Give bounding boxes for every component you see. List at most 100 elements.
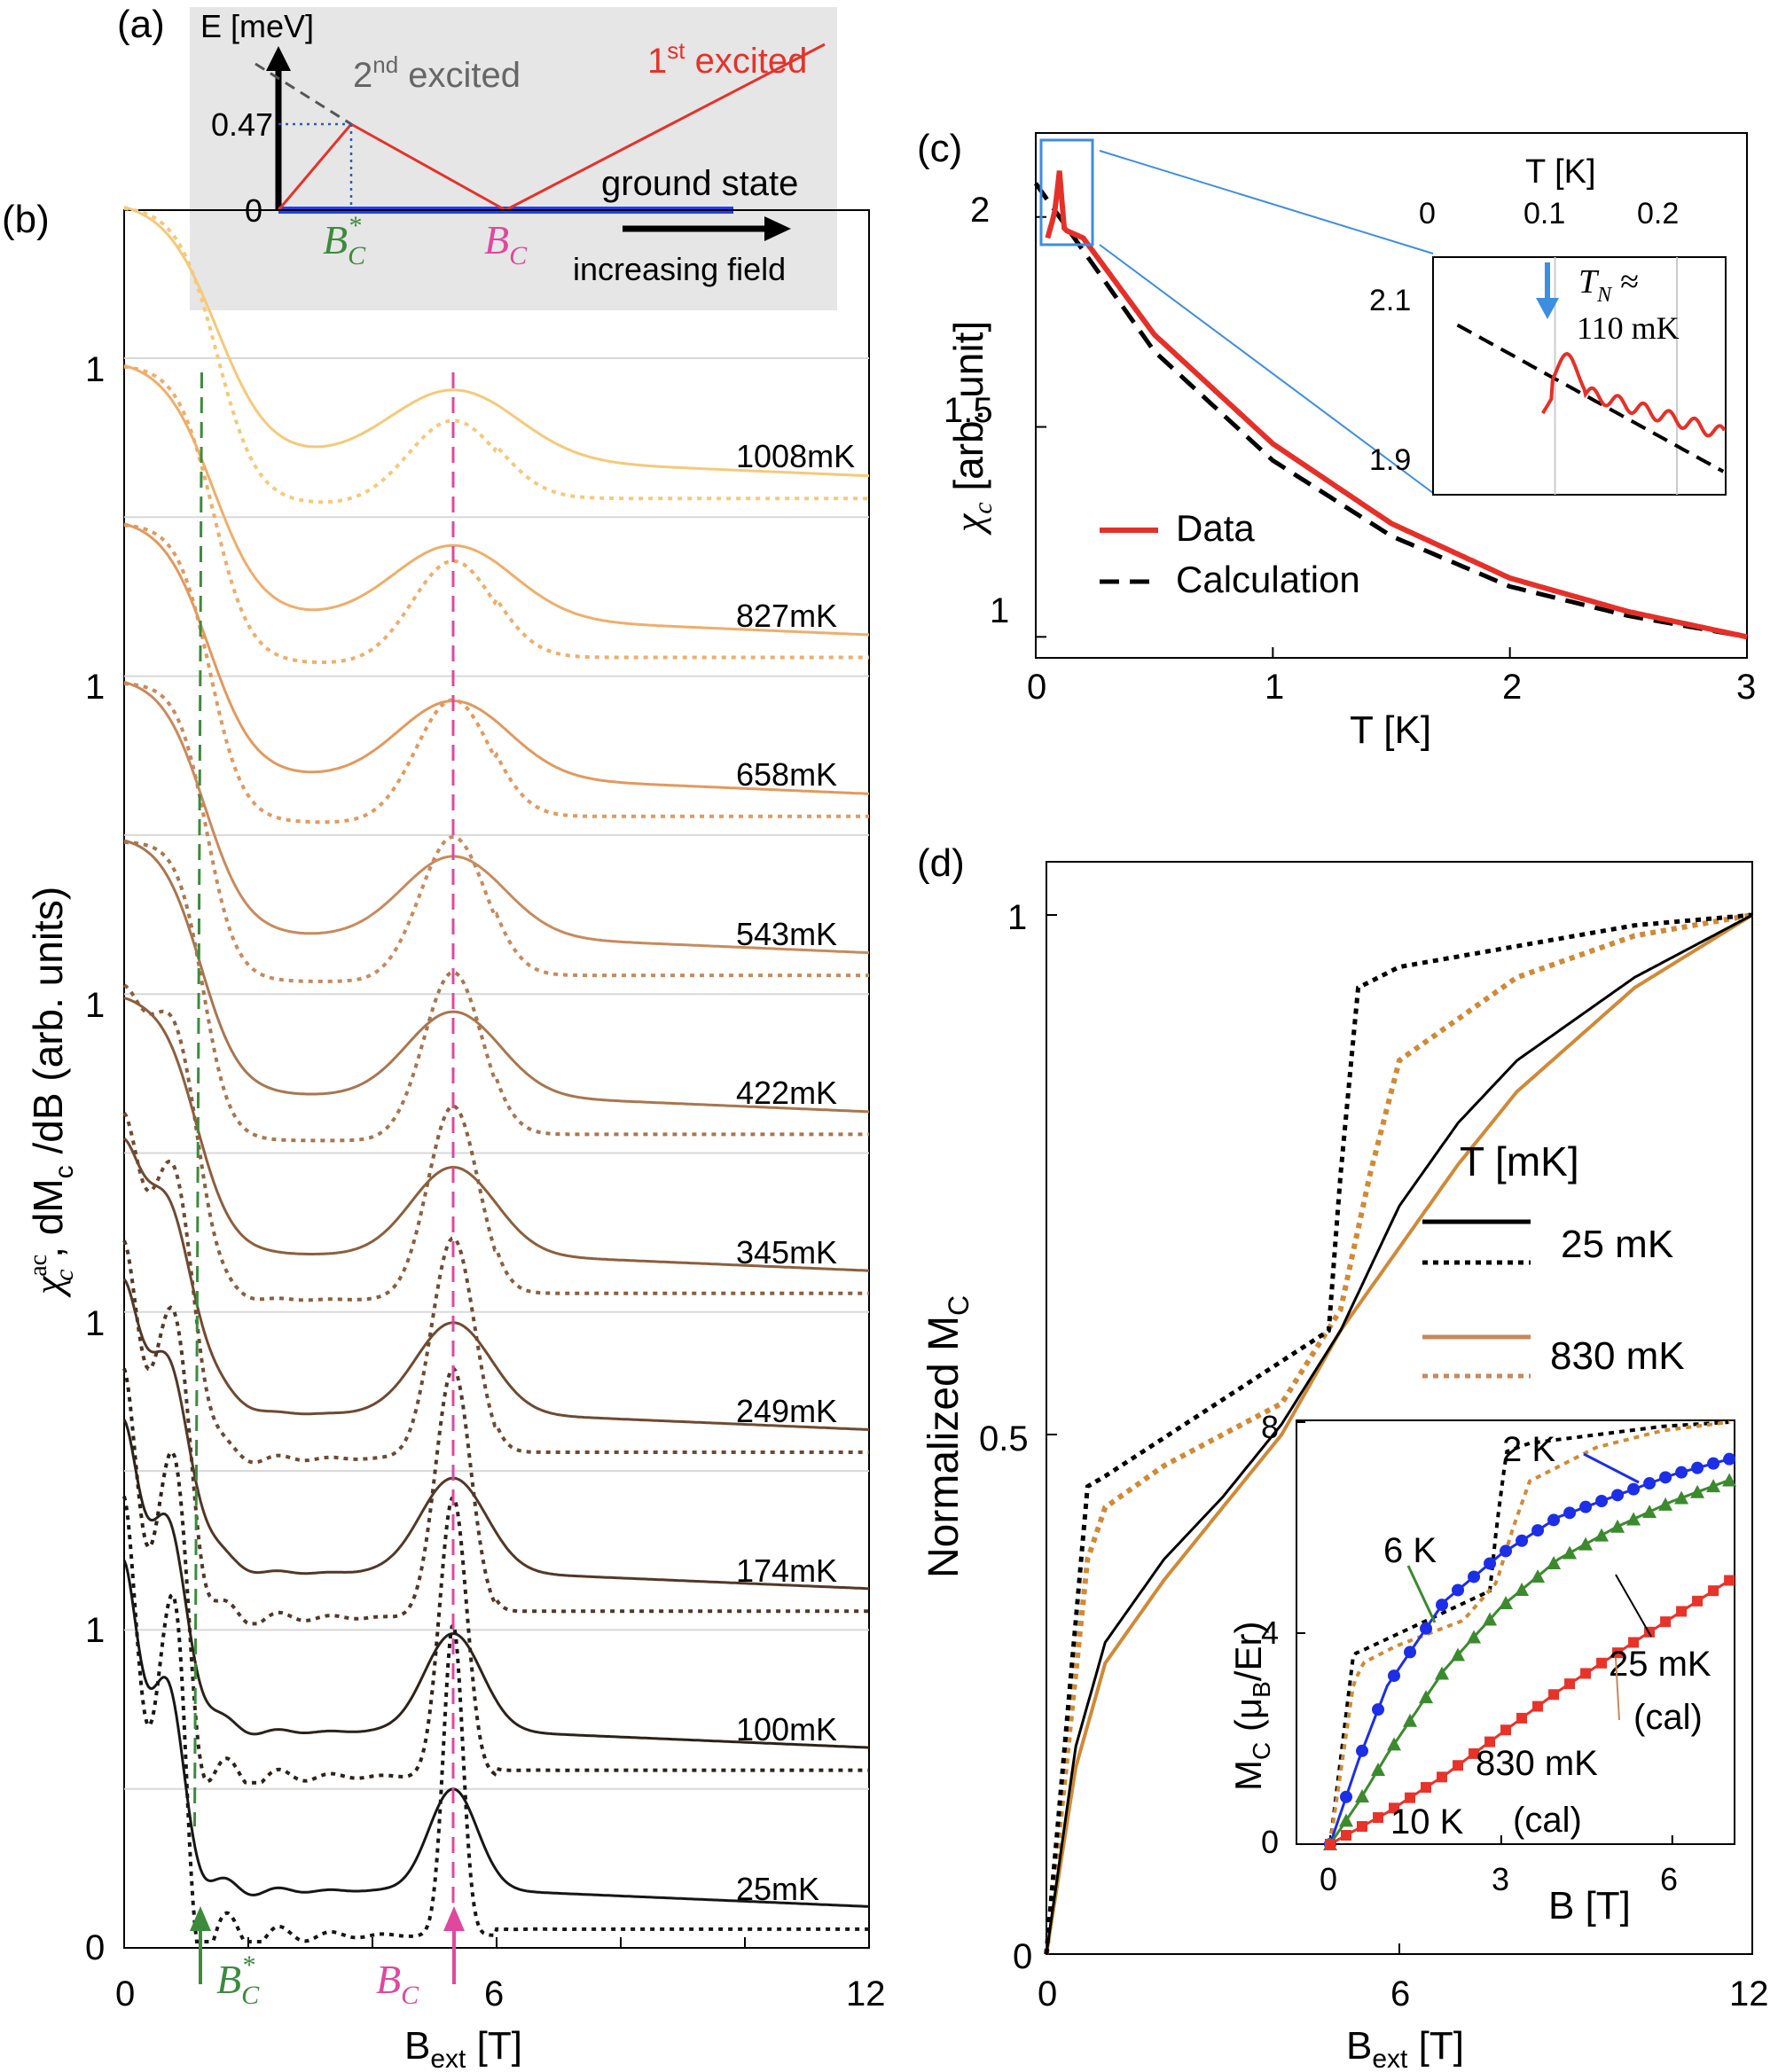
marker-2k [1579,1500,1593,1513]
inset-d-ytick: 0 [1261,1824,1279,1860]
calc-curve-dotted [122,1496,869,1943]
d-xtick: 6 [1390,1974,1410,2013]
inset-c-ytick: 1.9 [1369,443,1411,477]
panel-d-inset-frame [1296,1419,1735,1845]
panel-c-frame [1035,132,1748,659]
marker-6k [1499,1595,1514,1609]
label-25-pointer [1615,1574,1652,1638]
ground-state-label: ground state [601,164,798,203]
marker-2k [1723,1452,1736,1466]
marker-6k [1626,1512,1641,1526]
marker-10k [1564,1678,1576,1690]
calc-curve-dotted [123,840,869,1143]
temp-label: 100mK [736,1711,837,1748]
marker-10k [1692,1595,1704,1607]
marker-10k [1500,1724,1512,1736]
chi-ac-curve [123,206,870,478]
marker-6k [1610,1519,1625,1533]
marker-2k [1611,1489,1625,1502]
calc-curve-dotted [123,523,869,825]
marker-2k [1484,1557,1497,1570]
curve-830mk-solid [1045,913,1754,1955]
inset-c-xtick: 0.1 [1523,197,1565,231]
inset-c-xlabel: T [K] [1525,153,1596,191]
inset-markers [1323,1452,1737,1850]
temp-label: 249mK [736,1393,837,1429]
panel-a-label: (a) [117,3,165,46]
first-excited-line [277,43,826,212]
energy-047-label: 0.47 [211,106,273,143]
marker-2k [1563,1506,1577,1520]
marker-6k [1515,1582,1530,1596]
chi-ac-curve [122,1137,870,1431]
panel-c: (c) TN ≈ 110 mK 0 0.1 0.2 T [K] 2.1 1.9 … [917,127,1756,752]
c-ytick: 2 [970,191,990,230]
marker-2k [1356,1744,1369,1757]
inset-2k-label: 2 K [1502,1430,1555,1469]
marker-10k [1421,1781,1432,1793]
marker-2k [1404,1646,1417,1659]
legend-25-label: 25 mK [1561,1223,1673,1266]
bc-arrow-icon [443,1906,465,1931]
marker-2k [1436,1599,1449,1612]
temp-label: 174mK [736,1552,837,1589]
panel-c-tickmarks [1035,215,1748,658]
bc-star-label-b: BC* [216,1951,260,2010]
label-6k-pointer [1406,1565,1437,1623]
temp-label: 422mK [736,1075,837,1111]
marker-2k [1420,1622,1433,1635]
marker-6k [1706,1479,1721,1493]
panel-d-xlabel: Bext [T] [1346,2024,1464,2072]
bc-star-label-a: BC* [323,211,366,270]
panel-a: (a) E [meV] 0.47 0 2nd excited 1st excit… [117,3,837,310]
label-2k-pointer [1583,1452,1640,1484]
chi-ac-curve [123,839,870,1114]
legend-data-label: Data [1176,507,1255,549]
marker-2k [1643,1477,1657,1490]
zoom-box [1039,138,1094,246]
marker-6k [1371,1762,1386,1776]
c-ytick: 1.5 [944,391,993,430]
c-xtick: 3 [1736,668,1756,707]
marker-2k [1595,1495,1609,1508]
marker-6k [1578,1536,1594,1551]
bc-star-reference-line [193,371,203,1827]
marker-10k [1708,1585,1719,1597]
second-excited-line [255,62,352,126]
marker-10k [1724,1575,1735,1586]
marker-6k [1642,1505,1657,1519]
panel-b-temperature-labels: 1008mK 827mK 658mK 543mK 422mK 345mK 249… [736,438,855,1907]
inset-6k-label: 6 K [1383,1531,1437,1570]
inset-10k-label: 10 K [1390,1802,1464,1841]
inset-d-xtick: 0 [1320,1861,1337,1897]
inset-d-xtick: 3 [1492,1861,1509,1897]
marker-10k [1453,1760,1464,1771]
temp-label: 658mK [736,756,837,793]
marker-10k [1628,1637,1640,1648]
calc-curve-dotted [122,1112,869,1465]
curve-25mk-dotted [1044,912,1753,1955]
marker-2k [1547,1513,1561,1527]
inset-25-cal: (cal) [1633,1698,1703,1737]
panel-d: (d) T [mK] 25 mK 830 mK 2 K 6 K 10 K 25 … [917,841,1769,2072]
panel-b: (b) 1008mK 827mK 658mK 543mK 422mK 345mK… [2,198,886,2072]
b-ytick: 1 [85,1611,105,1650]
inset-25-label: 25 mK [1609,1645,1711,1684]
marker-6k [1690,1484,1705,1498]
inset-d-xtick: 6 [1660,1861,1678,1897]
b-xtick: 0 [115,1974,135,2013]
inset-c-xtick: 0 [1419,197,1436,231]
bc-label-a: BC [484,217,528,270]
c-ytick: 1 [990,591,1009,630]
legend-title: T [mK] [1460,1138,1579,1185]
marker-10k [1612,1647,1624,1659]
marker-10k [1548,1689,1560,1701]
chi-ac-curve [123,997,870,1272]
marker-10k [1405,1792,1416,1803]
b-ytick: 0 [85,1928,105,1967]
marker-6k [1674,1490,1689,1505]
marker-2k [1468,1570,1481,1583]
marker-10k [1516,1712,1528,1724]
temp-label: 1008mK [736,438,855,474]
inset-data-curve [1541,352,1727,438]
